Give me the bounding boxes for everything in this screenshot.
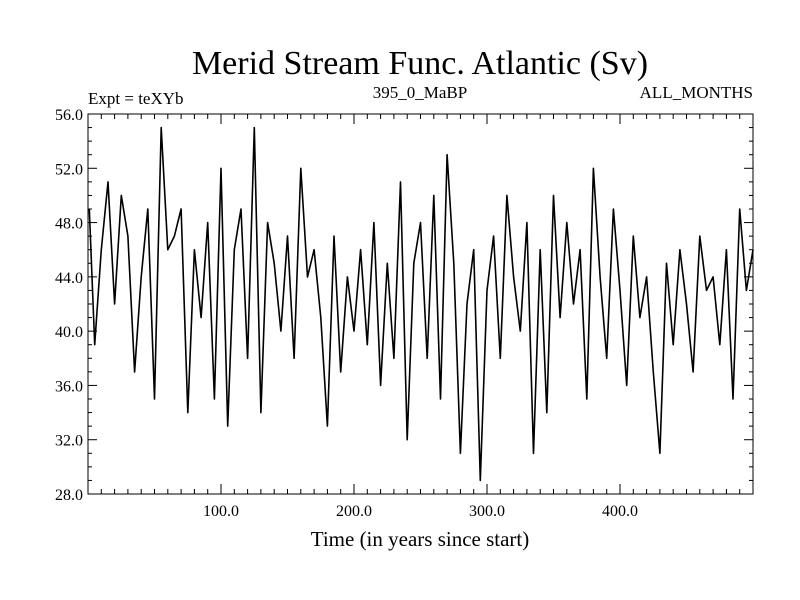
y-tick-label: 56.0 xyxy=(55,107,83,124)
series-line xyxy=(88,126,754,482)
period-label: 395_0_MaBP xyxy=(373,83,467,102)
chart-title: Merid Stream Func. Atlantic (Sv) xyxy=(192,45,648,82)
y-tick-label: 48.0 xyxy=(55,216,83,233)
plot-frame xyxy=(87,113,754,495)
y-tick-label: 44.0 xyxy=(55,270,83,287)
x-tick-label: 200.0 xyxy=(336,503,372,520)
x-tick-label: 300.0 xyxy=(469,503,505,520)
x-tick-label: 100.0 xyxy=(203,503,239,520)
y-tick-label: 28.0 xyxy=(55,487,83,504)
y-tick-label: 52.0 xyxy=(55,161,83,178)
experiment-label: Expt = teXYb xyxy=(88,89,184,108)
y-tick-label: 36.0 xyxy=(55,378,83,395)
months-label: ALL_MONTHS xyxy=(640,83,753,102)
y-tick-label: 40.0 xyxy=(55,324,83,341)
x-tick-label: 400.0 xyxy=(602,503,638,520)
x-axis-label: Time (in years since start) xyxy=(311,527,530,551)
y-tick-label: 32.0 xyxy=(55,433,83,450)
